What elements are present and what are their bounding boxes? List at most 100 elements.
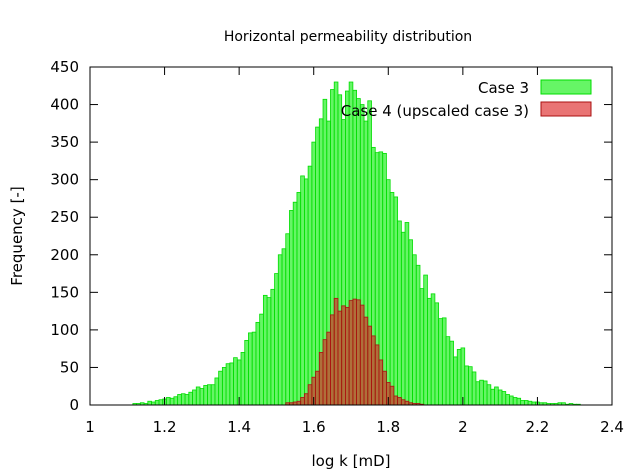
bar-case-3	[486, 384, 492, 406]
chart-title: Horizontal permeability distribution	[224, 29, 472, 45]
bar-case-4	[315, 370, 320, 406]
bar-case-3	[214, 377, 220, 406]
bar-case-4	[393, 395, 399, 406]
bar-case-4	[326, 331, 331, 406]
bar-case-4	[352, 298, 357, 406]
bar-case-3	[415, 264, 421, 406]
bar-case-3	[512, 397, 518, 406]
bar-case-3	[453, 356, 458, 406]
bar-case-3	[244, 339, 249, 406]
bar-case-3	[277, 254, 283, 406]
bar-case-3	[303, 178, 309, 406]
bar-case-3	[195, 386, 201, 406]
bar-case-3	[475, 381, 481, 406]
bar-case-4	[382, 370, 387, 406]
bar-case-3	[434, 302, 440, 406]
x-tick-label: 1.4	[227, 418, 251, 436]
y-tick-label: 50	[60, 358, 79, 376]
bar-case-4	[303, 393, 309, 406]
bar-case-3	[229, 362, 234, 406]
bar-case-4	[307, 384, 313, 406]
bar-case-3	[400, 231, 406, 406]
x-tick-label: 1.2	[153, 418, 177, 436]
bar-case-3	[285, 233, 290, 406]
bar-case-3	[225, 363, 231, 406]
legend-swatch-case-4	[540, 101, 592, 117]
bar-case-3	[419, 288, 425, 406]
bar-case-3	[251, 331, 257, 406]
bar-case-4	[330, 314, 335, 406]
bar-case-3	[177, 394, 182, 406]
legend-swatch-case-3	[540, 79, 592, 95]
bar-case-3	[184, 394, 190, 406]
bar-case-4	[363, 316, 369, 406]
bar-case-3	[289, 210, 294, 406]
plot-frame	[89, 66, 613, 406]
x-tick-label: 1.6	[302, 418, 326, 436]
bar-case-3	[516, 397, 522, 406]
y-tick-label: 250	[50, 208, 79, 226]
bar-case-4	[400, 399, 406, 406]
bar-case-3	[292, 201, 298, 406]
bar-case-3	[479, 379, 484, 406]
bar-case-3	[389, 192, 395, 406]
bar-case-3	[527, 400, 533, 406]
bar-case-3	[445, 336, 451, 406]
bar-case-3	[169, 397, 175, 406]
bar-case-3	[240, 352, 246, 406]
bar-case-3	[404, 222, 410, 406]
bar-case-4	[318, 352, 324, 406]
bar-case-4	[348, 300, 354, 406]
bar-case-3	[188, 391, 193, 406]
y-tick-label: 100	[50, 321, 79, 339]
bar-case-3	[262, 294, 268, 406]
bar-case-3	[255, 321, 261, 406]
bar-case-3	[464, 365, 469, 406]
bar-case-3	[173, 396, 179, 406]
bar-case-3	[281, 248, 287, 406]
bar-case-4	[371, 335, 376, 406]
bar-case-4	[397, 397, 402, 406]
x-tick-label: 2.4	[600, 418, 624, 436]
bar-case-3	[397, 220, 402, 406]
bar-case-3	[468, 366, 473, 406]
bar-case-4	[337, 310, 343, 406]
bar-case-3	[203, 385, 208, 406]
bar-case-3	[311, 141, 316, 406]
bar-case-4	[345, 306, 350, 406]
bar-case-3	[393, 196, 399, 406]
bar-case-3	[438, 318, 443, 406]
x-axis-label: log k [mD]	[312, 452, 391, 470]
legend-label-case-4: Case 4 (upscaled case 3)	[341, 102, 529, 120]
bar-case-3	[423, 274, 428, 406]
bar-case-3	[147, 400, 152, 406]
x-tick-label: 2	[458, 418, 468, 436]
x-tick-label: 2.2	[525, 418, 549, 436]
bar-case-3	[233, 357, 238, 406]
bar-case-4	[374, 344, 380, 406]
bar-case-3	[218, 370, 223, 406]
x-tick-label: 1	[85, 418, 95, 436]
y-tick-label: 0	[69, 396, 79, 414]
bar-case-3	[207, 384, 212, 406]
legend: Case 3 Case 4 (upscaled case 3)	[341, 79, 592, 120]
axis-ticks: 1 1.2 1.4 1.6 1.8 2 2.2 2.4 0 50 100 150 200 250 300 35…	[50, 58, 624, 436]
y-tick-label: 400	[50, 96, 79, 114]
y-tick-label: 300	[50, 171, 79, 189]
bar-case-3	[158, 399, 164, 406]
bar-case-4	[333, 297, 339, 406]
bar-case-3	[497, 389, 503, 406]
bar-case-3	[307, 165, 313, 406]
bar-case-4	[404, 400, 410, 406]
bar-case-3	[412, 254, 417, 406]
bar-case-3	[427, 297, 432, 406]
bar-case-3	[154, 400, 160, 406]
bar-case-3	[408, 239, 413, 406]
y-tick-label: 200	[50, 246, 79, 264]
y-tick-label: 450	[50, 58, 79, 76]
bar-case-3	[386, 179, 391, 406]
bar-case-4	[300, 397, 305, 406]
bar-case-3	[259, 313, 264, 406]
bar-case-3	[430, 293, 436, 406]
